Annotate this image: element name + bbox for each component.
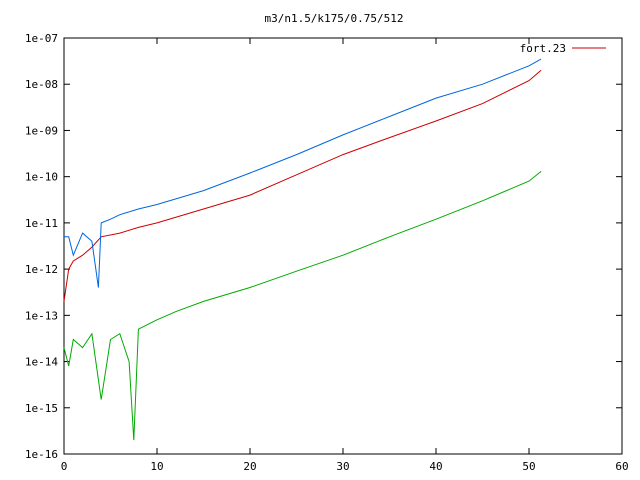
x-tick-label: 50 (522, 460, 535, 473)
x-axis-ticks: 0 10 20 30 40 50 60 (61, 38, 629, 473)
y-tick-label: 1e-14 (25, 356, 58, 369)
y-tick-label: 1e-11 (25, 217, 58, 230)
y-axis-ticks: 1e-16 1e-15 1e-14 1e-13 1e-12 1e-11 1e-10 1e-09… (25, 32, 622, 461)
y-tick-label: 1e-13 (25, 309, 58, 322)
series-layer (63, 58, 542, 441)
x-tick-label: 60 (615, 460, 628, 473)
x-tick-label: 40 (429, 460, 442, 473)
series-line-1 (63, 69, 542, 302)
plot-frame (63, 37, 623, 455)
x-tick-label: 30 (336, 460, 349, 473)
x-tick-label: 0 (61, 460, 68, 473)
y-tick-label: 1e-08 (25, 78, 58, 91)
y-tick-label: 1e-15 (25, 402, 58, 415)
x-tick-label: 20 (243, 460, 256, 473)
y-tick-label: 1e-16 (25, 448, 58, 461)
legend-label-fort23: fort.23 (520, 42, 566, 55)
chart-title: m3/n1.5/k175/0.75/512 (264, 12, 403, 25)
y-tick-label: 1e-12 (25, 263, 58, 276)
y-tick-label: 1e-10 (25, 171, 58, 184)
x-tick-label: 10 (150, 460, 163, 473)
series-line-3 (63, 171, 542, 441)
y-tick-label: 1e-09 (25, 124, 58, 137)
legend: fort.23 (520, 42, 606, 55)
y-tick-label: 1e-07 (25, 32, 58, 45)
series-line-2 (64, 58, 542, 288)
